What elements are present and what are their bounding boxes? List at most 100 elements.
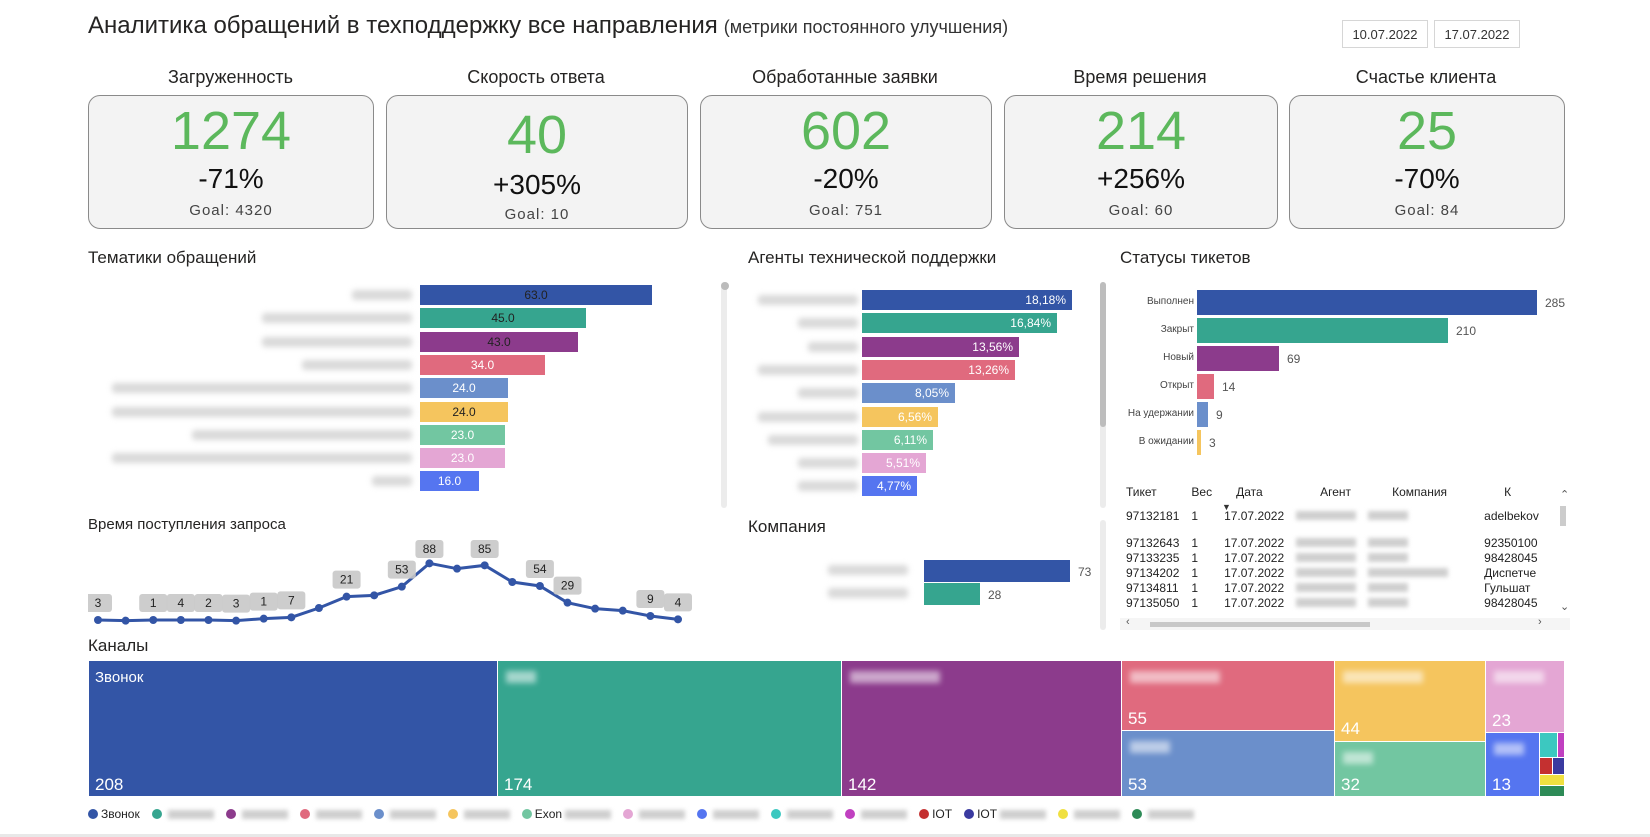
channel-tile-small[interactable] [1539,732,1558,758]
scroll-up-icon[interactable]: ⌃ [1560,489,1570,501]
time-point[interactable] [259,614,268,623]
channel-tile[interactable]: 23 [1485,660,1565,733]
time-point[interactable] [646,612,655,620]
status-bar[interactable] [1197,346,1279,371]
legend-item[interactable] [771,807,834,821]
time-point[interactable] [287,613,296,622]
kpi-card-processed[interactable]: 602 -20% Goal: 751 [700,95,992,229]
channel-tile[interactable]: 55 [1121,660,1335,731]
time-point[interactable] [425,559,434,568]
channel-tile[interactable]: 142 [841,660,1122,797]
status-bar[interactable] [1197,290,1537,315]
time-point[interactable] [535,582,544,590]
table-row[interactable]: 97135050 1 17.07.2022 98428045 [1120,595,1545,610]
status-bar[interactable] [1197,430,1201,455]
time-point[interactable] [480,561,489,570]
legend-item[interactable] [1132,807,1195,821]
topics-bar-chart[interactable]: 63.0 45.0 43.0 34.0 24.0 24.0 23.0 23.0 16.0 [88,285,718,505]
company-bar[interactable] [924,560,1070,582]
time-point[interactable] [453,564,462,573]
legend-item[interactable] [623,807,686,821]
channel-tile-small[interactable] [1539,785,1565,797]
channel-tile-small[interactable] [1539,757,1553,775]
time-point[interactable] [397,582,406,591]
legend-item[interactable] [845,807,908,821]
time-point[interactable] [370,591,379,600]
legend-item[interactable]: Звонок [88,807,140,821]
table-row[interactable]: 97133235 1 17.07.2022 98428045 [1120,550,1545,565]
col-date[interactable]: Дата [1236,485,1263,499]
bar[interactable]: 16.0 [420,471,479,492]
time-point[interactable] [121,616,130,625]
table-scroll-thumb[interactable] [1560,506,1566,526]
topics-scroll-thumb[interactable] [721,282,729,290]
channels-legend[interactable]: Звонок Exon IOT IOT [88,807,1195,821]
table-row[interactable]: 97132643 1 17.07.2022 92350100 [1120,532,1545,550]
kpi-card-happiness[interactable]: 25 -70% Goal: 84 [1289,95,1565,229]
company-bar[interactable] [924,583,980,605]
bar[interactable]: 23.0 [420,424,505,445]
table-hscrollbar[interactable]: ‹ › [1120,616,1570,630]
time-point[interactable] [204,616,213,624]
bar[interactable]: 18,18% [862,290,1072,310]
bar[interactable]: 34.0 [420,354,545,375]
time-point[interactable] [342,592,351,601]
statuses-bar-chart[interactable]: Выполнен 285 Закрыт 210 Новый 69 Открыт 14 На уд… [1120,290,1570,465]
time-point[interactable] [618,606,627,615]
bar[interactable]: 63.0 [420,285,652,305]
company-bar-chart[interactable]: 73 28 [748,560,1098,620]
bar[interactable]: 24.0 [420,378,508,399]
legend-item[interactable] [151,807,214,821]
bar[interactable]: 45.0 [420,308,586,329]
bar[interactable]: 5,51% [862,453,926,474]
legend-item[interactable] [373,807,436,821]
legend-item[interactable] [299,807,362,821]
legend-item[interactable] [225,807,288,821]
sort-desc-icon[interactable]: ▼ [1222,502,1231,512]
time-point[interactable] [591,604,600,613]
legend-item[interactable]: Exon [521,807,612,821]
bar[interactable]: 4,77% [862,476,917,497]
bar[interactable]: 13,26% [862,359,1015,380]
time-point[interactable] [149,616,158,624]
legend-item[interactable] [447,807,510,821]
channel-tile[interactable]: 32 [1334,741,1486,797]
time-point[interactable] [674,615,682,624]
time-point[interactable] [563,598,572,607]
col-k[interactable]: К [1504,485,1512,499]
bar[interactable]: 23.0 [420,448,505,469]
bar[interactable]: 8,05% [862,383,955,404]
hscroll-thumb[interactable] [1150,622,1370,627]
kpi-card-load[interactable]: 1274 -71% Goal: 4320 [88,95,374,229]
channel-tile-small[interactable] [1557,732,1565,758]
time-point[interactable] [508,578,517,586]
channels-treemap[interactable]: Звонок 208 174 142 55 44 23 53 32 13 [88,660,1565,797]
table-row[interactable]: 97134202 1 17.07.2022 Диспетче [1120,565,1545,580]
legend-item[interactable] [697,807,760,821]
col-agent[interactable]: Агент [1320,485,1352,499]
scroll-down-icon[interactable]: ⌄ [1560,601,1570,613]
channel-tile[interactable]: 44 [1334,660,1486,742]
bar[interactable]: 43.0 [420,331,578,352]
col-weight[interactable]: Вес [1191,485,1213,499]
bar[interactable]: 16,84% [862,313,1057,334]
time-point[interactable] [176,616,185,624]
legend-item[interactable]: IOT [919,807,952,821]
agents-bar-chart[interactable]: 18,18% 16,84% 13,56% 13,26% 8,05% 6,56% 6,11% 5… [748,290,1078,500]
kpi-card-resolution[interactable]: 214 +256% Goal: 60 [1004,95,1278,229]
col-company[interactable]: Компания [1392,485,1448,499]
channel-tile-small[interactable] [1552,757,1565,775]
channel-tile[interactable]: 53 [1121,730,1335,797]
tickets-table[interactable]: Тикет Вес Дата Агент Компания К 97132181… [1120,482,1570,630]
date-to-field[interactable]: 17.07.2022 [1434,20,1520,48]
table-row[interactable]: 97132181 1 17.07.2022 adelbekov [1120,502,1545,532]
time-line-chart[interactable]: 3 1 4 2 3 1 7 21 53 88 85 54 29 9 4 [88,540,708,632]
scroll-right-icon[interactable]: › [1538,616,1542,628]
channel-tile[interactable]: 174 [497,660,842,797]
date-from-field[interactable]: 10.07.2022 [1342,20,1428,48]
bar[interactable]: 6,11% [862,429,933,450]
bar[interactable]: 6,56% [862,406,938,427]
agents-scroll-thumb[interactable] [1100,282,1106,427]
bar[interactable]: 13,56% [862,336,1019,357]
status-bar[interactable] [1197,318,1448,343]
